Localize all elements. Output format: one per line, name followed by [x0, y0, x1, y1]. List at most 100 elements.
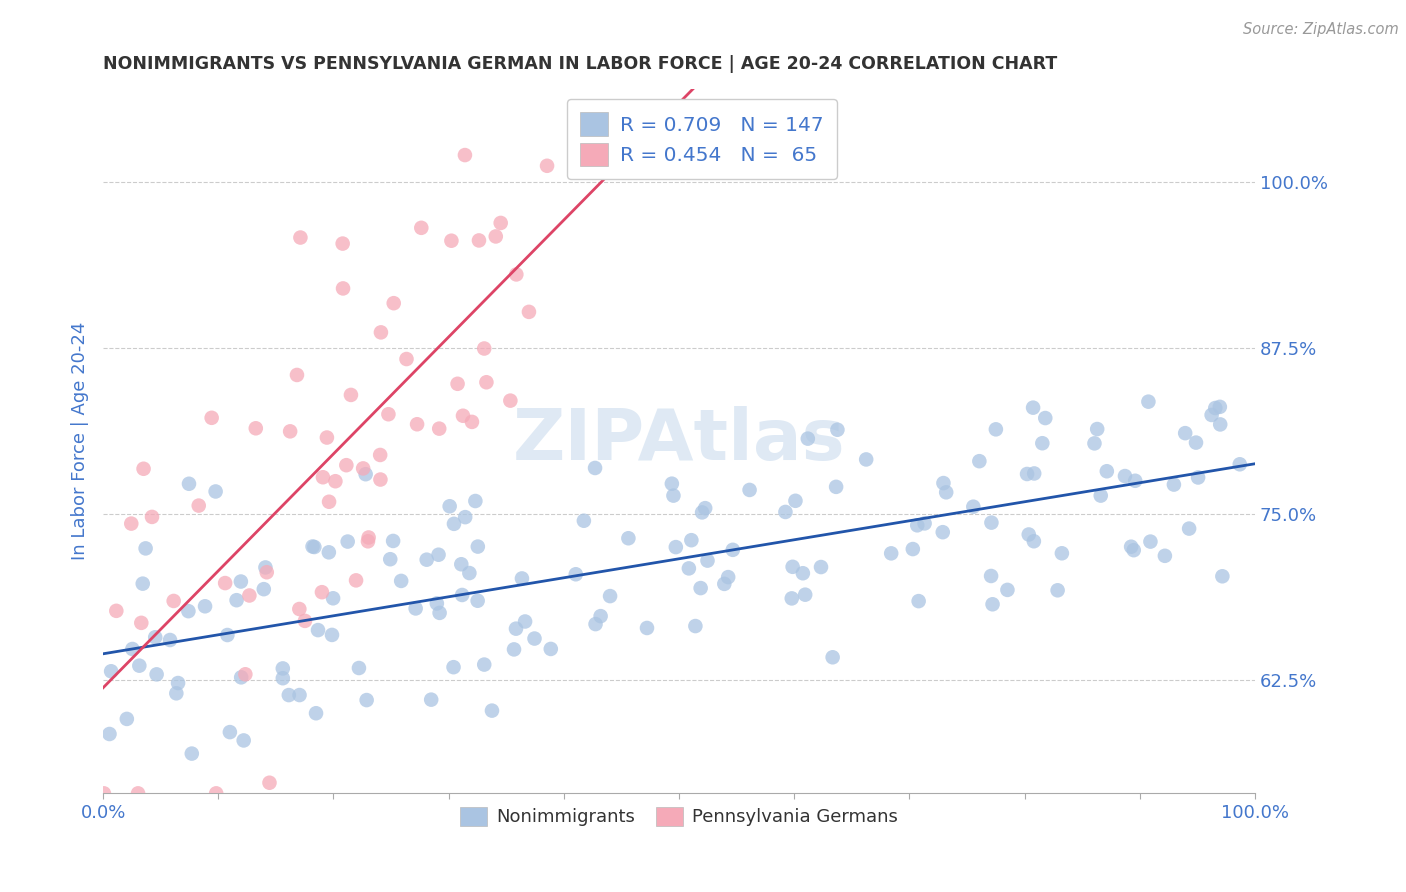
Point — [572, 159, 595, 173]
Point — [301, 540, 323, 554]
Point — [984, 422, 1007, 436]
Point — [380, 552, 402, 566]
Point — [598, 148, 620, 162]
Point — [288, 602, 311, 616]
Point — [1046, 583, 1069, 598]
Point — [1174, 426, 1197, 441]
Point — [214, 576, 236, 591]
Point — [1204, 401, 1226, 415]
Point — [194, 599, 217, 614]
Point — [406, 417, 429, 432]
Point — [335, 458, 357, 473]
Point — [238, 589, 260, 603]
Point — [1187, 470, 1209, 484]
Point — [775, 505, 797, 519]
Point — [717, 570, 740, 584]
Point — [536, 159, 558, 173]
Point — [1154, 549, 1177, 563]
Point — [797, 432, 820, 446]
Point — [180, 747, 202, 761]
Point — [1095, 464, 1118, 478]
Point — [446, 376, 468, 391]
Point — [1015, 467, 1038, 481]
Point — [472, 657, 495, 672]
Point — [503, 642, 526, 657]
Point — [517, 305, 540, 319]
Point — [681, 533, 703, 548]
Point — [738, 483, 761, 497]
Point — [271, 661, 294, 675]
Point — [336, 534, 359, 549]
Point — [340, 388, 363, 402]
Point — [377, 407, 399, 421]
Point — [312, 470, 335, 484]
Point — [907, 594, 929, 608]
Point — [540, 642, 562, 657]
Point — [599, 589, 621, 603]
Point — [163, 594, 186, 608]
Point — [821, 650, 844, 665]
Point — [1022, 401, 1045, 415]
Point — [187, 499, 209, 513]
Point — [617, 531, 640, 545]
Point — [565, 567, 588, 582]
Point — [311, 585, 333, 599]
Point — [695, 501, 717, 516]
Point — [368, 448, 391, 462]
Point — [245, 421, 267, 435]
Point — [382, 296, 405, 310]
Point — [505, 268, 527, 282]
Point — [1018, 527, 1040, 541]
Point — [259, 776, 281, 790]
Point — [636, 621, 658, 635]
Point — [721, 542, 744, 557]
Point — [785, 493, 807, 508]
Point — [969, 454, 991, 468]
Point — [132, 462, 155, 476]
Point — [278, 425, 301, 439]
Point — [427, 548, 450, 562]
Point — [980, 569, 1002, 583]
Point — [405, 601, 427, 615]
Point — [489, 216, 512, 230]
Point — [177, 476, 200, 491]
Point — [585, 148, 607, 162]
Point — [426, 596, 449, 610]
Point — [321, 628, 343, 642]
Point — [610, 148, 633, 162]
Point — [115, 712, 138, 726]
Point — [352, 461, 374, 475]
Point — [962, 500, 984, 514]
Point — [411, 220, 433, 235]
Point — [165, 686, 187, 700]
Point — [914, 516, 936, 531]
Point — [354, 467, 377, 482]
Point — [427, 422, 450, 436]
Point — [253, 582, 276, 596]
Point — [254, 560, 277, 574]
Point — [347, 661, 370, 675]
Point — [855, 452, 877, 467]
Point — [810, 560, 832, 574]
Point — [325, 474, 347, 488]
Text: ZIPAtlas: ZIPAtlas — [513, 407, 845, 475]
Point — [980, 516, 1002, 530]
Point — [357, 534, 380, 549]
Point — [827, 423, 849, 437]
Point — [468, 234, 491, 248]
Point — [467, 593, 489, 607]
Point — [505, 622, 527, 636]
Point — [713, 577, 735, 591]
Point — [1229, 457, 1251, 471]
Point — [510, 571, 533, 585]
Point — [935, 485, 957, 500]
Point — [121, 642, 143, 657]
Point — [458, 566, 481, 580]
Point — [1137, 394, 1160, 409]
Point — [905, 518, 928, 533]
Point — [229, 574, 252, 589]
Point — [454, 510, 477, 524]
Point — [481, 704, 503, 718]
Point — [290, 230, 312, 244]
Point — [318, 495, 340, 509]
